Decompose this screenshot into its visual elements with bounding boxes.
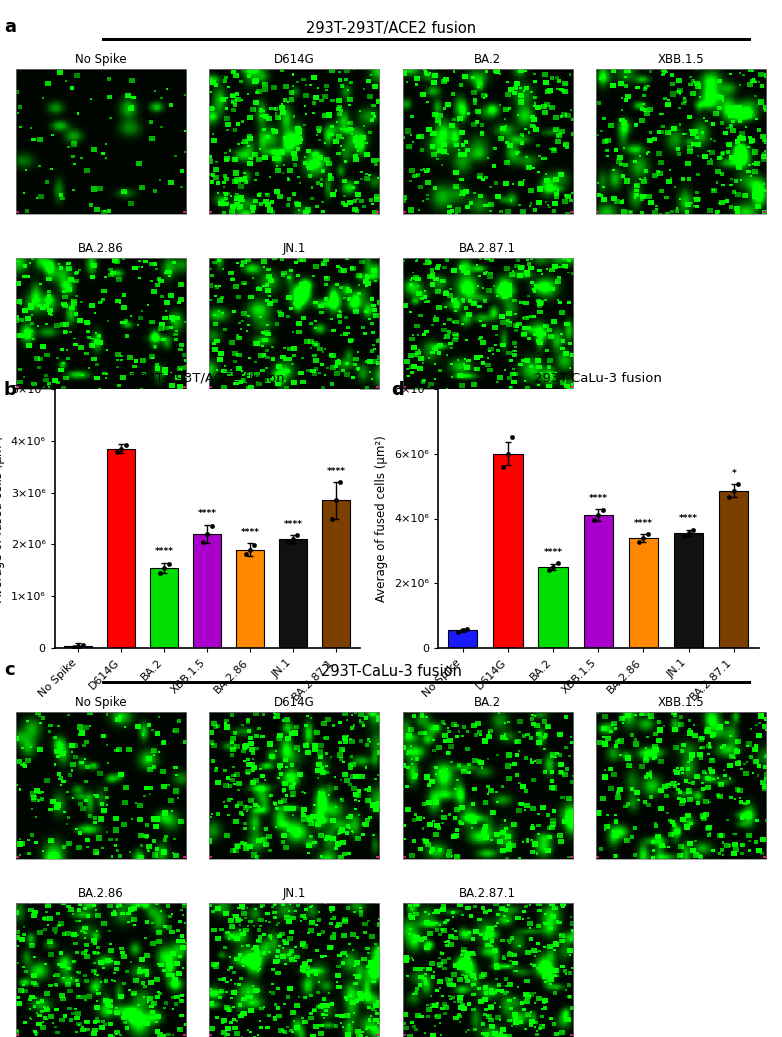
- Point: [461, 620, 474, 637]
- Bar: [629, 538, 658, 648]
- Point: [197, 533, 210, 550]
- Point: [205, 518, 217, 535]
- Point: [291, 527, 303, 543]
- Point: [282, 533, 295, 550]
- Point: [115, 440, 127, 456]
- Point: [68, 639, 81, 655]
- Text: BA.2.86: BA.2.86: [77, 887, 124, 900]
- Text: b: b: [4, 381, 16, 398]
- Text: *: *: [731, 469, 736, 478]
- Point: [597, 502, 609, 518]
- Point: [727, 482, 740, 499]
- Bar: [322, 500, 350, 648]
- Text: D614G: D614G: [274, 696, 314, 709]
- Text: ****: ****: [589, 494, 608, 503]
- Point: [592, 507, 604, 524]
- Text: c: c: [4, 661, 15, 678]
- Point: [687, 522, 699, 538]
- Point: [77, 637, 89, 653]
- Text: ****: ****: [543, 549, 562, 558]
- Bar: [674, 533, 703, 648]
- Text: XBB.1.5: XBB.1.5: [658, 53, 705, 66]
- Text: BA.2: BA.2: [474, 53, 501, 66]
- Point: [551, 555, 564, 571]
- Point: [678, 528, 691, 544]
- Point: [633, 533, 645, 550]
- Text: ****: ****: [198, 509, 217, 518]
- Point: [732, 476, 744, 493]
- Point: [158, 560, 170, 577]
- Point: [502, 446, 515, 463]
- Bar: [448, 630, 478, 648]
- Point: [542, 562, 554, 579]
- Point: [154, 564, 167, 581]
- Bar: [193, 534, 221, 648]
- Text: No Spike: No Spike: [75, 53, 127, 66]
- Point: [120, 437, 132, 453]
- Text: ****: ****: [155, 548, 174, 556]
- Point: [201, 526, 213, 542]
- Text: XBB.1.5: XBB.1.5: [658, 696, 705, 709]
- Point: [637, 530, 650, 546]
- Text: a: a: [4, 18, 16, 35]
- Point: [72, 638, 84, 654]
- Point: [506, 429, 518, 446]
- Bar: [493, 454, 522, 648]
- Bar: [279, 539, 307, 648]
- Text: ****: ****: [241, 528, 260, 537]
- Point: [330, 492, 343, 508]
- Bar: [538, 567, 568, 648]
- Point: [287, 531, 300, 548]
- Text: JN.1: JN.1: [282, 242, 306, 255]
- Point: [723, 489, 735, 506]
- Point: [163, 556, 175, 572]
- Text: BA.2: BA.2: [474, 696, 501, 709]
- Point: [325, 510, 338, 527]
- Point: [334, 474, 346, 491]
- Point: [497, 458, 510, 475]
- Title: 293T-293T/ACE2 fusion: 293T-293T/ACE2 fusion: [130, 372, 285, 385]
- Bar: [107, 448, 135, 648]
- Text: ****: ****: [327, 467, 346, 476]
- Text: JN.1: JN.1: [282, 887, 306, 900]
- Point: [452, 623, 465, 640]
- Text: ****: ****: [284, 520, 303, 529]
- Text: ****: ****: [634, 518, 653, 528]
- Bar: [583, 515, 613, 648]
- Text: BA.2.87.1: BA.2.87.1: [459, 887, 516, 900]
- Text: d: d: [391, 381, 404, 398]
- Bar: [236, 550, 264, 648]
- Point: [244, 541, 256, 558]
- Text: D614G: D614G: [274, 53, 314, 66]
- Title: 293T-CaLu-3 fusion: 293T-CaLu-3 fusion: [534, 372, 662, 385]
- Y-axis label: Average of fused cells (μm²): Average of fused cells (μm²): [0, 436, 5, 601]
- Text: BA.2.87.1: BA.2.87.1: [459, 242, 516, 255]
- Text: 293T-CaLu-3 fusion: 293T-CaLu-3 fusion: [321, 664, 461, 678]
- Point: [457, 622, 469, 639]
- Point: [642, 526, 655, 542]
- Bar: [719, 491, 748, 648]
- Text: ****: ****: [679, 514, 698, 524]
- Point: [587, 512, 600, 529]
- Y-axis label: Average of fused cells (μm²): Average of fused cells (μm²): [375, 436, 389, 601]
- Bar: [150, 568, 178, 648]
- Point: [682, 525, 694, 541]
- Text: 293T-293T/ACE2 fusion: 293T-293T/ACE2 fusion: [306, 21, 476, 35]
- Text: No Spike: No Spike: [75, 696, 127, 709]
- Point: [547, 559, 559, 576]
- Point: [239, 545, 252, 562]
- Point: [248, 537, 260, 554]
- Point: [111, 444, 124, 460]
- Text: BA.2.86: BA.2.86: [77, 242, 124, 255]
- Bar: [64, 645, 92, 648]
